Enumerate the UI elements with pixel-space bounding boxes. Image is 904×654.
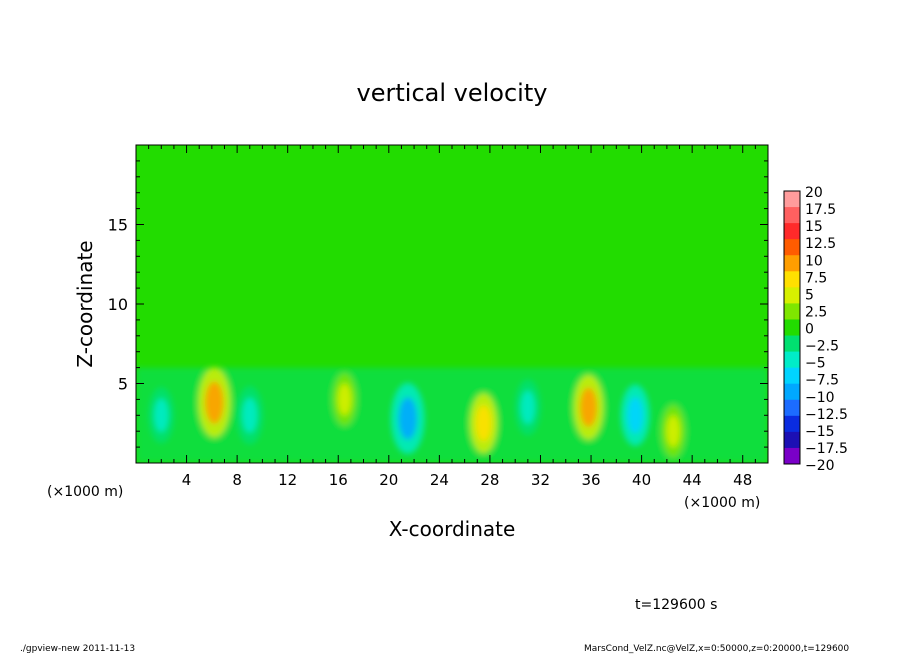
colorbar-swatch bbox=[784, 415, 800, 433]
x-tick-label: 24 bbox=[430, 471, 449, 489]
velocity-cell bbox=[666, 415, 681, 448]
velocity-cell bbox=[627, 397, 644, 434]
colorbar-swatch bbox=[784, 239, 800, 256]
colorbar-swatch bbox=[784, 431, 800, 449]
footer-right: MarsCond_VelZ.nc@VelZ,x=0:50000,z=0:2000… bbox=[584, 644, 849, 654]
colorbar-label: 10 bbox=[805, 253, 823, 269]
colorbar-label: −20 bbox=[805, 458, 835, 474]
velocity-cell bbox=[205, 381, 224, 424]
x-unit-left: (×1000 m) bbox=[47, 484, 123, 500]
colorbar-swatch bbox=[784, 271, 800, 288]
colorbar-swatch bbox=[784, 399, 800, 417]
colorbar-label: −17.5 bbox=[805, 441, 848, 457]
colorbar-swatch bbox=[784, 223, 800, 240]
x-tick-label: 32 bbox=[531, 471, 550, 489]
x-tick-label: 48 bbox=[733, 471, 752, 489]
colorbar-swatch bbox=[784, 191, 800, 208]
colorbar-swatch bbox=[784, 303, 800, 320]
x-tick-label: 44 bbox=[683, 471, 702, 489]
colorbar-swatch bbox=[784, 367, 800, 385]
x-tick-label: 28 bbox=[480, 471, 499, 489]
x-tick-label: 36 bbox=[581, 471, 600, 489]
colorbar-label: −7.5 bbox=[805, 373, 839, 389]
colorbar-label: −12.5 bbox=[805, 407, 848, 423]
colorbar-frame bbox=[783, 190, 801, 465]
colorbar-label: −10 bbox=[805, 390, 835, 406]
y-tick-label: 5 bbox=[118, 375, 128, 394]
x-axis-label: X-coordinate bbox=[389, 517, 516, 541]
colorbar-label: 17.5 bbox=[805, 202, 836, 218]
colorbar-swatch bbox=[784, 255, 800, 272]
time-label: t=129600 s bbox=[635, 597, 717, 613]
colorbar-label: 5 bbox=[805, 287, 814, 303]
colorbar-label: −15 bbox=[805, 424, 835, 440]
colorbar-swatch bbox=[784, 335, 800, 353]
velocity-cell bbox=[398, 397, 417, 440]
heatmap-field bbox=[136, 145, 768, 463]
chart-title: vertical velocity bbox=[357, 79, 548, 107]
y-axis-label: Z-coordinate bbox=[73, 240, 97, 367]
colorbar-swatch bbox=[784, 351, 800, 369]
colorbar-label: 12.5 bbox=[805, 236, 836, 252]
velocity-cells bbox=[136, 367, 768, 463]
x-unit-right: (×1000 m) bbox=[684, 495, 760, 511]
colorbar-label: 0 bbox=[805, 322, 814, 338]
x-tick-label: 16 bbox=[329, 471, 348, 489]
x-axis-ticks: 4 8 12 16 20 24 28 32 36 40 44 48 bbox=[148, 145, 756, 489]
x-tick-label: 20 bbox=[379, 471, 398, 489]
x-tick-label: 12 bbox=[278, 471, 297, 489]
x-tick-label: 40 bbox=[632, 471, 651, 489]
velocity-cell bbox=[337, 383, 352, 416]
colorbar-label: −2.5 bbox=[805, 339, 839, 355]
colorbar-label: 20 bbox=[805, 185, 823, 201]
footer-left: ./gpview-new 2011-11-13 bbox=[20, 644, 135, 654]
colorbar-swatch bbox=[784, 383, 800, 401]
velocity-cell bbox=[475, 405, 492, 442]
velocity-cell bbox=[154, 398, 169, 433]
y-tick-label: 10 bbox=[108, 295, 128, 314]
velocity-cell bbox=[520, 390, 535, 425]
colorbar-label: 15 bbox=[805, 219, 823, 235]
colorbar-swatch bbox=[784, 207, 800, 224]
velocity-cell bbox=[580, 387, 597, 428]
x-tick-label: 8 bbox=[232, 471, 242, 489]
colorbar-label: 7.5 bbox=[805, 270, 827, 286]
y-tick-label: 15 bbox=[108, 216, 128, 235]
colorbar-swatch bbox=[784, 319, 800, 337]
colorbar-swatch bbox=[784, 447, 800, 465]
y-axis-ticks: 5 10 15 bbox=[108, 160, 768, 448]
colorbar-label: −5 bbox=[805, 356, 826, 372]
colorbar-label: 2.5 bbox=[805, 304, 827, 320]
colorbar-swatch bbox=[784, 287, 800, 304]
x-tick-label: 4 bbox=[182, 471, 192, 489]
velocity-cell bbox=[242, 397, 258, 433]
